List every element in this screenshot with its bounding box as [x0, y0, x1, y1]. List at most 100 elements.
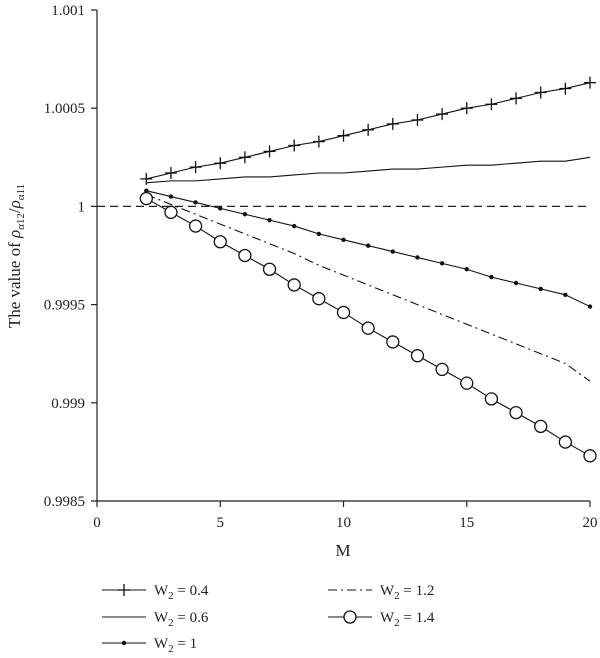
legend-label-base: W: [154, 610, 169, 626]
y-tick-label: 1: [78, 199, 86, 215]
series-5-marker: [435, 362, 449, 377]
y-tick-label: 0.999: [51, 396, 85, 412]
series-3-marker: [218, 206, 223, 211]
series-5-marker: [139, 191, 153, 206]
series-1-marker: [460, 102, 473, 115]
series-5-marker: [238, 248, 252, 263]
legend-label: W2 = 1.4: [380, 610, 435, 629]
x-axis-label: M: [335, 541, 350, 560]
legend-label-rest: = 0.6: [174, 610, 209, 626]
series-5-marker: [213, 235, 227, 249]
legend-label-rest: = 0.4: [174, 583, 209, 599]
y-axis-label: The value of ρα12/ρα11: [5, 184, 27, 328]
x-tick-label: 15: [459, 515, 474, 531]
y-axis-label-sub-den: α11: [15, 184, 27, 200]
series-1-marker: [288, 139, 301, 152]
series-line-4: [146, 194, 591, 382]
x-tick-label: 5: [217, 515, 225, 531]
series-3-marker: [316, 231, 322, 237]
series-3-marker: [365, 243, 371, 248]
series-1-marker: [411, 113, 424, 126]
legend-label-rest: = 1: [174, 636, 197, 652]
y-tick-label: 0.9985: [44, 494, 85, 510]
x-tick-label: 10: [336, 515, 351, 531]
series-3-marker: [267, 217, 272, 223]
y-axis-label-prefix: The value of: [5, 238, 24, 328]
series-line-2: [146, 156, 591, 184]
legend-label-base: W: [380, 583, 395, 599]
series-3-marker: [292, 223, 297, 229]
series-3-marker: [563, 292, 568, 297]
legend-item-1: W2 = 0.4: [102, 583, 209, 602]
series-3-marker: [587, 304, 593, 309]
series-1-marker: [140, 172, 153, 185]
series-5-marker: [484, 392, 499, 406]
legend-label: W2 = 1: [154, 636, 197, 655]
legend-label: W2 = 0.4: [154, 583, 209, 602]
legend-item-3: W2 = 1: [102, 636, 197, 655]
legend-label-base: W: [380, 610, 395, 626]
series-1-marker: [436, 108, 449, 121]
legend-item-4: W2 = 1.2: [328, 583, 434, 602]
y-axis-label-sub-num: α12: [15, 213, 27, 230]
series-3-marker: [242, 212, 248, 217]
series-5-marker: [460, 376, 474, 390]
series-5-marker: [262, 262, 277, 276]
legend-swatch-marker: [343, 610, 357, 624]
series-1-marker: [337, 129, 350, 142]
series-3-marker: [168, 194, 174, 199]
legend-label: W2 = 0.6: [154, 610, 209, 629]
series-3-marker: [538, 286, 543, 292]
y-axis-label-slash: /: [5, 208, 24, 213]
series-5-marker: [188, 219, 203, 233]
series-5-marker: [534, 419, 548, 434]
series-5-marker: [558, 435, 572, 449]
series-line-3: [146, 190, 591, 308]
series-3-marker: [439, 261, 445, 266]
legend-label-rest: = 1.2: [400, 583, 435, 599]
legend-label-sub: 2: [168, 590, 174, 602]
series-1-marker: [584, 76, 596, 89]
legend-label-sub: 2: [394, 617, 400, 629]
series-1-marker: [214, 157, 227, 170]
legend-label-base: W: [154, 636, 169, 652]
series-3-marker: [513, 280, 519, 286]
series-3-marker: [390, 249, 395, 254]
series-5-marker: [164, 205, 178, 219]
legend-swatch-marker: [118, 584, 130, 596]
series-3-marker: [464, 267, 469, 272]
series-1-marker: [164, 167, 177, 180]
series-1-marker: [386, 117, 399, 130]
series-1-marker: [312, 135, 325, 148]
series-layer: [139, 76, 597, 463]
series-5-marker: [287, 278, 301, 292]
series-5-marker: [361, 321, 375, 335]
x-tick-label: 0: [93, 515, 101, 531]
y-tick-label: 0.9995: [44, 298, 85, 314]
axes-layer: [96, 10, 590, 502]
legend-item-5: W2 = 1.4: [328, 610, 435, 629]
x-tick-label: 20: [583, 515, 598, 531]
ticks-layer: 0 5 10 15 20 0.9985 0.999 0.9995 1 1.0005 1.001: [44, 3, 598, 531]
series-1-marker: [263, 145, 276, 158]
series-5-marker: [509, 405, 523, 420]
series-5-marker: [336, 305, 351, 320]
series-5-marker: [386, 335, 400, 349]
y-axis-label-rho-den: ρ: [5, 200, 24, 209]
series-1-marker: [534, 86, 547, 99]
series-1-marker: [189, 161, 202, 174]
legend-label-base: W: [154, 583, 169, 599]
series-5-marker: [312, 292, 326, 306]
series-1-marker: [238, 151, 251, 164]
y-axis-label-rho-num: ρ: [5, 230, 24, 239]
series-3-marker: [341, 237, 346, 242]
legend-label-sub: 2: [394, 590, 400, 602]
series-3-marker: [193, 200, 198, 205]
legend-label-sub: 2: [168, 643, 174, 655]
y-tick-label: 1.0005: [44, 101, 85, 117]
series-5-marker: [410, 349, 425, 363]
series-1-marker: [362, 123, 375, 136]
y-tick-label: 1.001: [51, 3, 85, 19]
series-5-marker: [583, 449, 597, 463]
